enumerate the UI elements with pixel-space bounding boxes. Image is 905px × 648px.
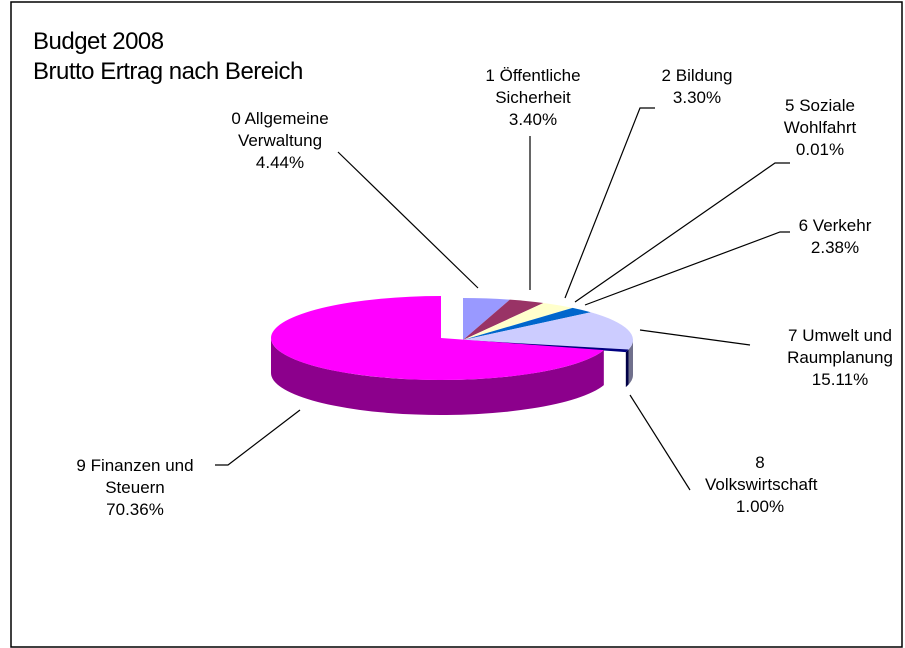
data-label-value: 15.11% xyxy=(811,370,869,389)
data-label-value: 0.01% xyxy=(795,140,845,159)
leader-line xyxy=(639,329,751,346)
slice xyxy=(463,312,633,350)
data-label: 0 Allgemeine Verwaltung xyxy=(231,109,329,150)
leader-line xyxy=(337,151,479,289)
slice-side xyxy=(628,340,633,385)
data-label-value: 1.00% xyxy=(735,497,785,516)
chart-title: Budget 2008 xyxy=(33,28,164,55)
data-label-value: 4.44% xyxy=(255,153,305,172)
data-label: 9 Finanzen und Steuern xyxy=(76,456,194,497)
leader-line xyxy=(629,394,691,491)
data-label: 5 Soziale Wohlfahrt xyxy=(783,96,857,137)
data-label: 6 Verkehr xyxy=(798,216,872,235)
chart-subtitle: Brutto Ertrag nach Bereich xyxy=(33,58,303,85)
data-label-value: 70.36% xyxy=(106,500,164,519)
leader-line xyxy=(564,107,655,299)
data-label: 2 Bildung xyxy=(661,66,733,85)
leader-line xyxy=(215,409,301,466)
data-label: 1 Öffentliche Sicherheit xyxy=(485,66,581,107)
slice-side xyxy=(271,338,604,415)
data-label-value: 2.38% xyxy=(810,238,860,257)
slice xyxy=(463,302,573,340)
slice xyxy=(463,299,544,340)
slice-side xyxy=(625,349,629,388)
slice xyxy=(463,298,510,340)
chart-frame xyxy=(10,1,903,648)
data-label-value: 3.40% xyxy=(508,110,558,129)
data-label-value: 3.30% xyxy=(672,88,722,107)
data-label: 7 Umwelt und Raumplanung xyxy=(787,326,893,367)
leader-line xyxy=(574,162,790,303)
leader-line xyxy=(584,231,790,306)
slice xyxy=(463,307,591,340)
slice xyxy=(271,296,604,380)
slice xyxy=(463,307,573,340)
data-label: 8 Volkswirtschaft xyxy=(705,453,818,494)
